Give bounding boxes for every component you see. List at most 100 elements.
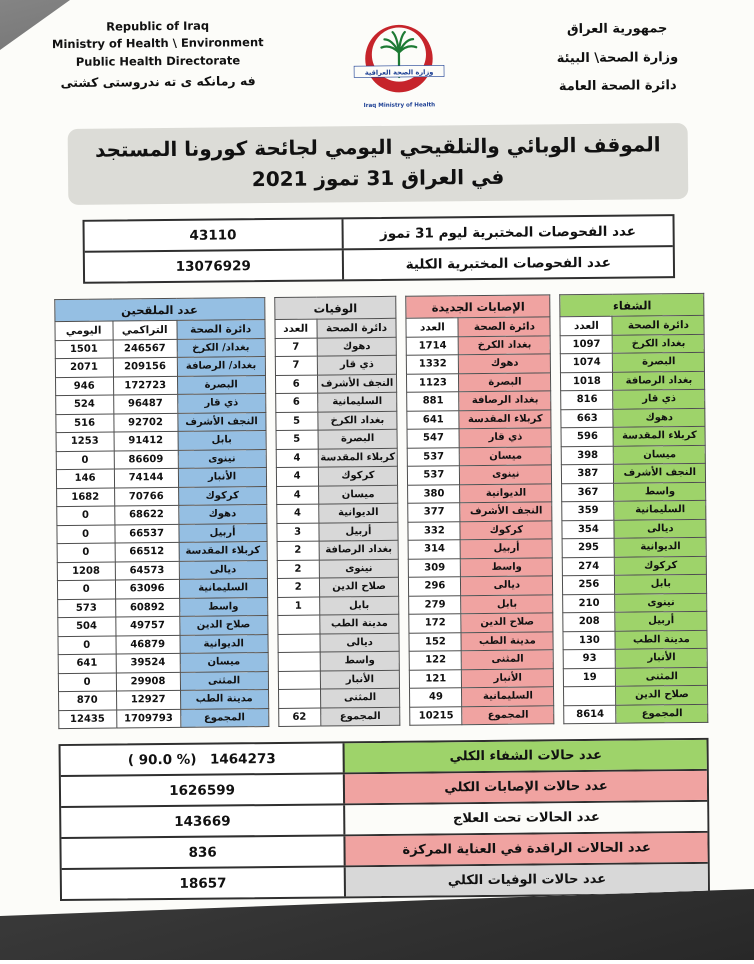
table-row: كربلاء المقدسة 66512 0 — [56, 541, 267, 563]
province-value: 2 — [276, 541, 319, 560]
province-value: 210 — [562, 593, 616, 613]
province-name: الأنبار — [178, 467, 267, 487]
daily-value: 504 — [57, 617, 116, 637]
daily-value: 946 — [55, 376, 114, 396]
province-name: بغداد الرصافة — [459, 390, 552, 411]
province-name: كركوك — [178, 486, 267, 506]
tests-value: 13076929 — [175, 257, 251, 275]
table-recovery-grid: الشفاء دائرة الصحة العدد بغداد الكرخ 1097 الب… — [559, 292, 709, 725]
column-header-directorate: دائرة الصحة — [458, 316, 551, 337]
table-row: كربلاء المقدسة 641 — [407, 409, 552, 430]
table-deaths-grid: الوفيات دائرة الصحة العدد دهوك 7 ذي قار 7 النجف… — [273, 295, 401, 727]
table-row: المثنى 19 — [563, 666, 708, 687]
header-line-ministry-ar: وزارة الصحة\ البيئة — [556, 49, 679, 66]
tests-row: عدد الفحوصات المختبرية ليوم 31 تموز 4311… — [85, 216, 673, 251]
summary-row: عدد الحالات تحت العلاج 143669 — [61, 799, 708, 838]
table-row: المثنى — [278, 688, 401, 708]
province-name: الديوانية — [318, 503, 399, 523]
province-name: بابل — [177, 430, 266, 450]
total-row: المجموع 62 — [278, 706, 401, 727]
province-name: النجف الأشرف — [613, 463, 706, 483]
total-value: 62 — [278, 707, 321, 727]
province-value: 1 — [277, 596, 320, 616]
table-row: نينوى 537 — [407, 464, 552, 485]
daily-value: 1501 — [54, 339, 113, 359]
daily-value: 0 — [56, 543, 115, 563]
table-row: أربيل 3 — [276, 521, 399, 542]
table-row: ديالى 296 — [408, 575, 553, 596]
province-value: 309 — [408, 558, 461, 578]
summary-table: عدد حالات الشفاء الكلي ( 90.0 %) 1464273… — [58, 737, 710, 902]
column-header-count: العدد — [274, 319, 317, 338]
province-value — [277, 633, 320, 653]
province-name: أربيل — [460, 538, 553, 559]
province-value: 130 — [563, 630, 616, 650]
province-name: واسط — [179, 597, 268, 617]
cumulative-value: 86609 — [113, 449, 179, 470]
table-infections-grid: الإصابات الجديدة دائرة الصحة العدد بغداد ال… — [405, 294, 555, 726]
table-row: الديوانية 4 — [276, 503, 399, 523]
daily-value: 0 — [55, 450, 115, 470]
province-name: البصرة — [317, 429, 398, 449]
table-title: الإصابات الجديدة — [406, 294, 551, 319]
province-name: صلاح الدين — [615, 685, 709, 705]
table-row: بغداد الرصافة 2 — [276, 540, 399, 560]
table-row: بابل 91412 1253 — [55, 430, 266, 452]
table-row: الأنبار 121 — [409, 668, 554, 689]
province-name: أربيل — [178, 523, 267, 543]
province-value: 537 — [407, 447, 460, 467]
province-name: بغداد الرصافة — [318, 540, 399, 560]
province-name: البصرة — [612, 352, 705, 372]
table-row: مدينة الطب — [277, 614, 400, 634]
total-daily: 12435 — [58, 709, 117, 729]
summary-value: 18657 — [179, 874, 227, 892]
table-row: ميسان 39524 641 — [57, 652, 268, 674]
total-row: المجموع 10215 — [410, 705, 555, 726]
province-value: 359 — [562, 501, 615, 521]
province-name: مدينة الطب — [319, 614, 400, 634]
province-value: 5 — [275, 411, 318, 431]
cumulative-value: 46879 — [115, 634, 180, 655]
province-value: 4 — [276, 485, 319, 505]
cumulative-value: 49757 — [115, 616, 180, 636]
table-row: السليمانية 49 — [409, 686, 555, 707]
summary-label: عدد حالات الشفاء الكلي — [342, 739, 707, 773]
province-name: ذي قار — [177, 393, 266, 413]
province-name: بغداد/ الرصافة — [176, 356, 266, 376]
table-title: عدد الملقحين — [54, 297, 265, 322]
province-name: كركوك — [317, 466, 398, 486]
province-value: 816 — [561, 390, 614, 410]
province-value: 256 — [562, 575, 615, 595]
province-value: 19 — [563, 667, 616, 687]
daily-value: 0 — [56, 506, 115, 526]
province-value — [277, 652, 320, 671]
summary-value: 836 — [188, 844, 217, 861]
logo-arabic-text: وزارة الصحة العراقية — [364, 68, 433, 77]
province-value: 1332 — [406, 354, 459, 374]
province-name: واسط — [460, 557, 553, 577]
table-row: النجف الأشرف 6 — [275, 373, 398, 394]
province-value: 314 — [408, 539, 461, 559]
province-value: 354 — [562, 519, 615, 539]
tests-label: عدد الفحوصات المختبرية الكلية — [341, 247, 674, 280]
total-label: المجموع — [616, 703, 709, 724]
table-row: مدينة الطب 130 — [563, 629, 708, 650]
total-label: المجموع — [462, 705, 555, 725]
table-row: صلاح الدين 2 — [277, 577, 399, 597]
province-name: المثنى — [615, 666, 708, 687]
table-row: بابل 256 — [562, 574, 707, 595]
province-name: بابل — [319, 595, 400, 616]
table-row: أربيل 66537 0 — [56, 523, 267, 544]
summary-label: عدد حالات الإصابات الكلي — [343, 770, 708, 804]
province-name: الديوانية — [459, 483, 553, 503]
table-row: النجف الأشرف 92702 516 — [55, 412, 266, 433]
province-name: نينوى — [177, 449, 267, 469]
table-row: واسط 367 — [561, 481, 707, 502]
province-name: الديوانية — [179, 634, 268, 654]
daily-value: 641 — [57, 654, 116, 674]
column-header-directorate: دائرة الصحة — [612, 315, 705, 335]
table-vaccinated: عدد الملقحين دائرة الصحة التراكمي اليومي بغد… — [53, 297, 269, 730]
column-header-daily: اليومي — [54, 321, 113, 341]
province-value: 2 — [276, 559, 320, 579]
